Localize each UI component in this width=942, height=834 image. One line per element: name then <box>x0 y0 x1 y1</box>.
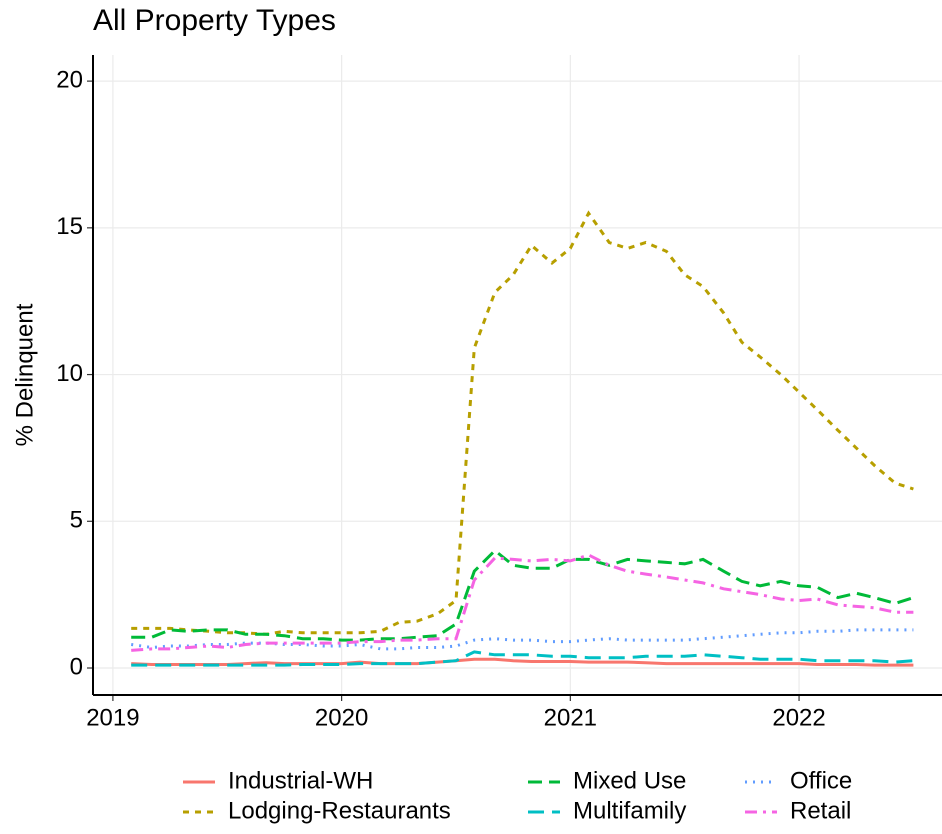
x-tick-label: 2019 <box>86 704 139 731</box>
series-line <box>131 210 914 636</box>
y-tick-label: 5 <box>70 507 83 534</box>
legend-label: Retail <box>790 797 851 824</box>
chart-title: All Property Types <box>93 4 336 37</box>
series-line <box>131 553 914 652</box>
y-tick-label: 10 <box>56 360 83 387</box>
y-tick-label: 20 <box>56 66 83 93</box>
x-tick-label: 2021 <box>544 704 597 731</box>
series-line <box>131 650 914 667</box>
series-line <box>131 657 914 667</box>
y-axis-label: % Delinquent <box>11 303 38 446</box>
x-tick-label: 2020 <box>315 704 368 731</box>
series-line <box>131 548 914 642</box>
legend-label: Office <box>790 767 852 794</box>
series-line <box>130 628 914 651</box>
x-tick-label: 2022 <box>772 704 825 731</box>
y-tick-label: 0 <box>70 653 83 680</box>
legend-label: Lodging-Restaurants <box>228 797 451 824</box>
legend-label: Mixed Use <box>573 767 686 794</box>
legend-label: Industrial-WH <box>228 767 373 794</box>
y-tick-label: 15 <box>56 213 83 240</box>
legend-label: Multifamily <box>573 797 686 824</box>
